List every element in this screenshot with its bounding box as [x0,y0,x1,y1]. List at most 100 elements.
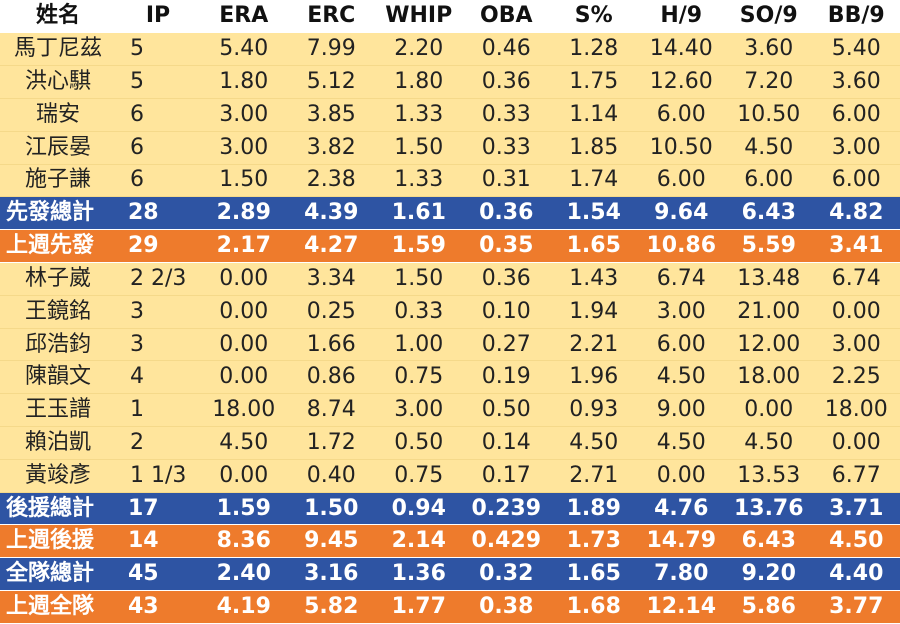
erc-cell: 0.86 [287,360,375,395]
era-cell: 2.89 [200,196,288,231]
h9-cell: 6.00 [637,98,725,132]
ip-cell: 43 [116,590,200,624]
player-row: 林子崴 2 2/3 0.00 3.34 1.50 0.36 1.43 6.74 13.48 6.7… [0,262,900,296]
erc-cell: 1.66 [287,328,375,362]
whip-cell: 0.50 [375,426,463,460]
whip-cell: 2.14 [375,524,463,559]
ip-cell: 2 2/3 [116,262,200,296]
oba-cell: 0.10 [462,295,550,329]
oba-cell: 0.239 [462,491,550,526]
bb9-cell: 3.00 [812,131,900,165]
s-pct-cell: 2.21 [550,328,638,362]
so9-cell: 5.59 [725,229,813,263]
oba-cell: 0.36 [462,262,550,296]
table-header-row: 姓名 IP ERA ERC WHIP OBA S% H/9 SO/9 BB/9 [0,0,900,33]
so9-cell: 5.86 [725,590,813,624]
h9-cell: 14.79 [637,524,725,559]
h9-cell: 10.50 [637,131,725,165]
h9-cell: 6.00 [637,164,725,198]
player-name-cell: 黃竣彥 [0,459,116,493]
player-name-cell: 王鏡銘 [0,295,116,329]
whip-cell: 0.33 [375,295,463,329]
summary-row-orange: 上週全隊 43 4.19 5.82 1.77 0.38 1.68 12.14 5.86 3.77 [0,590,900,624]
summary-label-cell: 全隊總計 [0,557,116,592]
era-cell: 4.50 [200,426,288,460]
bb9-cell: 3.71 [812,491,900,526]
summary-row-orange: 上週先發 29 2.17 4.27 1.59 0.35 1.65 10.86 5.59 3.41 [0,229,900,263]
player-name-cell: 施子謙 [0,164,116,198]
oba-cell: 0.46 [462,32,550,67]
summary-label-cell: 先發總計 [0,196,116,231]
bb9-cell: 18.00 [812,393,900,428]
so9-cell: 6.43 [725,196,813,231]
bb9-cell: 5.40 [812,32,900,67]
era-cell: 4.19 [200,590,288,624]
bb9-cell: 3.60 [812,65,900,99]
summary-label-cell: 上週後援 [0,524,116,559]
era-cell: 5.40 [200,32,288,67]
player-row: 邱浩鈞 3 0.00 1.66 1.00 0.27 2.21 6.00 12.00 3.00 [0,328,900,362]
ip-cell: 3 [116,295,200,329]
oba-cell: 0.38 [462,590,550,624]
ip-cell: 45 [116,557,200,592]
s-pct-cell: 1.28 [550,32,638,67]
ip-cell: 17 [116,491,200,526]
h9-cell: 4.50 [637,426,725,460]
player-name-cell: 瑞安 [0,98,116,132]
bb9-cell: 4.50 [812,524,900,559]
whip-cell: 1.77 [375,590,463,624]
erc-cell: 8.74 [287,393,375,428]
h9-cell: 14.40 [637,32,725,67]
whip-cell: 0.75 [375,360,463,395]
ip-cell: 14 [116,524,200,559]
s-pct-cell: 1.65 [550,557,638,592]
s-pct-cell: 1.74 [550,164,638,198]
whip-cell: 1.59 [375,229,463,263]
whip-cell: 2.20 [375,32,463,67]
s-pct-cell: 1.73 [550,524,638,559]
oba-cell: 0.50 [462,393,550,428]
table-body: 馬丁尼茲 5 5.40 7.99 2.20 0.46 1.28 14.40 3.60 5.40 洪心… [0,32,900,624]
erc-cell: 0.40 [287,459,375,493]
oba-cell: 0.14 [462,426,550,460]
player-name-cell: 林子崴 [0,262,116,296]
col-header-s-pct: S% [550,0,638,33]
s-pct-cell: 1.14 [550,98,638,132]
bb9-cell: 0.00 [812,295,900,329]
ip-cell: 1 [116,393,200,428]
h9-cell: 10.86 [637,229,725,263]
so9-cell: 6.00 [725,164,813,198]
era-cell: 0.00 [200,328,288,362]
so9-cell: 9.20 [725,557,813,592]
bb9-cell: 2.25 [812,360,900,395]
era-cell: 0.00 [200,262,288,296]
so9-cell: 0.00 [725,393,813,428]
erc-cell: 1.50 [287,491,375,526]
whip-cell: 0.94 [375,491,463,526]
ip-cell: 3 [116,328,200,362]
whip-cell: 1.50 [375,131,463,165]
so9-cell: 7.20 [725,65,813,99]
bb9-cell: 6.00 [812,164,900,198]
h9-cell: 7.80 [637,557,725,592]
ip-cell: 28 [116,196,200,231]
oba-cell: 0.36 [462,196,550,231]
player-row: 馬丁尼茲 5 5.40 7.99 2.20 0.46 1.28 14.40 3.60 5.40 [0,32,900,67]
player-row: 陳韻文 4 0.00 0.86 0.75 0.19 1.96 4.50 18.00 2.25 [0,360,900,395]
era-cell: 0.00 [200,295,288,329]
summary-row-blue: 全隊總計 45 2.40 3.16 1.36 0.32 1.65 7.80 9.20 4.40 [0,557,900,592]
era-cell: 2.40 [200,557,288,592]
erc-cell: 5.12 [287,65,375,99]
whip-cell: 1.33 [375,164,463,198]
oba-cell: 0.32 [462,557,550,592]
era-cell: 1.59 [200,491,288,526]
summary-label-cell: 上週先發 [0,229,116,263]
oba-cell: 0.19 [462,360,550,395]
ip-cell: 4 [116,360,200,395]
ip-cell: 6 [116,164,200,198]
bb9-cell: 6.00 [812,98,900,132]
bb9-cell: 4.40 [812,557,900,592]
bb9-cell: 4.82 [812,196,900,231]
bb9-cell: 0.00 [812,426,900,460]
so9-cell: 6.43 [725,524,813,559]
